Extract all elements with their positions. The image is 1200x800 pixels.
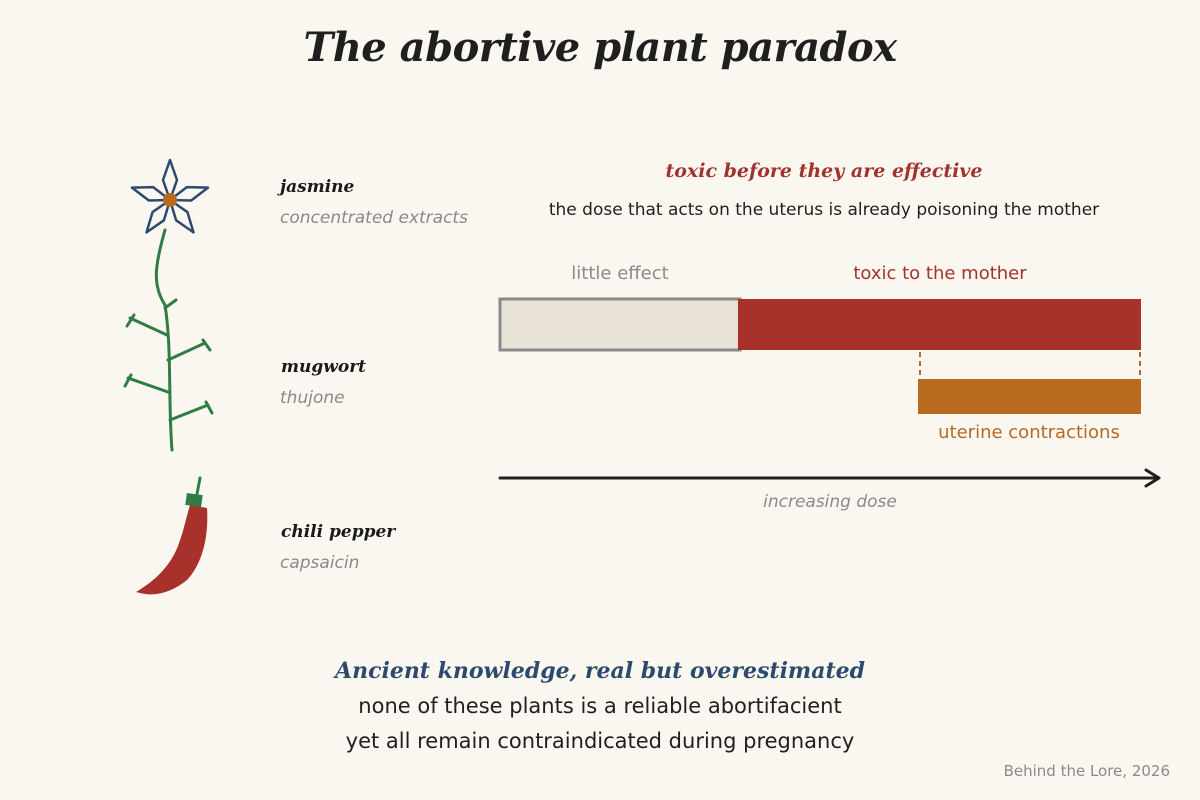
conclusion-line-2: yet all remain contraindicated during pr… [345, 729, 855, 753]
uterine-contractions-bar [918, 379, 1141, 414]
mugwort-sprig-icon [123, 228, 214, 452]
toxic-label: toxic to the mother [853, 263, 1027, 284]
jasmine-flower-icon [130, 158, 210, 234]
plant-name-jasmine: jasmine [280, 177, 355, 197]
page-title: The abortive plant paradox [303, 24, 897, 71]
plant-name-mugwort: mugwort [281, 357, 367, 377]
dose-axis-arrow [498, 468, 1161, 488]
plant-compound-chili-pepper: capsaicin [280, 553, 360, 573]
diagram-headline: toxic before they are effective [665, 160, 983, 182]
conclusion-heading: Ancient knowledge, real but overestimate… [335, 658, 865, 684]
plant-name-chili-pepper: chili pepper [281, 522, 396, 542]
toxic-bar [738, 299, 1141, 350]
conclusion-line-1: none of these plants is a reliable abort… [358, 694, 842, 718]
plant-compound-mugwort: thujone [280, 388, 345, 408]
uterine-contractions-label: uterine contractions [938, 422, 1120, 443]
little-effect-bar [498, 297, 742, 352]
credit: Behind the Lore, 2026 [1003, 762, 1170, 780]
plant-compound-jasmine: concentrated extracts [280, 208, 468, 228]
chili-pepper-icon [136, 476, 208, 595]
diagram-subline: the dose that acts on the uterus is alre… [548, 200, 1100, 220]
dose-axis-label: increasing dose [763, 492, 897, 512]
little-effect-label: little effect [571, 263, 669, 284]
